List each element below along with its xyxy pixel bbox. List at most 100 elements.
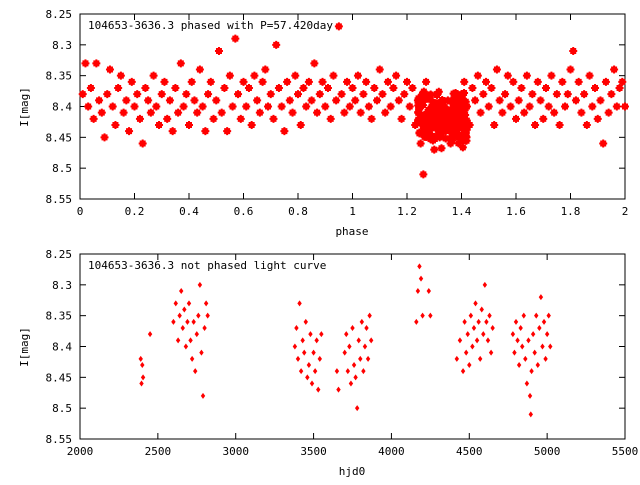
phased-xtick-label: 1.2 [397, 205, 417, 218]
light-curve-point [484, 318, 489, 325]
light-curve-point [528, 411, 533, 418]
light-curve-point [516, 362, 522, 368]
phased-point [416, 111, 425, 120]
phased-point [108, 102, 117, 111]
phased-point [373, 96, 382, 105]
phased-point [498, 108, 507, 117]
phased-point [459, 117, 468, 126]
light-curve-point [316, 386, 321, 393]
phased-point [419, 170, 428, 179]
light-curve-point [203, 300, 209, 307]
light-curve-ytick-label: 8.3 [52, 279, 72, 292]
phased-point [449, 89, 458, 98]
light-curve-points [138, 263, 553, 418]
light-curve-point [361, 368, 366, 375]
light-curve-point [182, 306, 187, 313]
phased-point [370, 84, 379, 92]
phased-point [621, 102, 629, 111]
light-curve-point [139, 380, 144, 387]
phased-point [163, 114, 172, 123]
phased-point [517, 84, 526, 92]
light-curve-point [171, 318, 176, 325]
phased-ytick-label: 8.4 [52, 101, 72, 114]
phased-point [458, 143, 467, 152]
phased-point [343, 77, 352, 86]
phased-point [615, 84, 624, 92]
phased-point [236, 114, 245, 123]
phased-point [247, 121, 256, 129]
light-curve-ytick-label: 8.45 [46, 371, 73, 384]
phased-point [92, 59, 101, 68]
light-curve-point [546, 312, 551, 319]
phased-point [116, 71, 125, 80]
phased-point [561, 102, 570, 111]
phased-point [490, 121, 499, 129]
phased-point [604, 108, 613, 117]
phased-point [359, 90, 368, 99]
phased-xtick-label: 0 [77, 205, 84, 218]
phased-point [612, 102, 621, 111]
phased-point [430, 135, 439, 144]
phased-point [86, 84, 95, 92]
light-curve-point [183, 343, 189, 350]
phased-point [168, 127, 177, 136]
light-curve-point [526, 337, 531, 344]
light-curve-point [420, 312, 425, 319]
light-curve-point [465, 331, 470, 338]
phased-point [495, 96, 504, 105]
phased-point [460, 89, 469, 98]
phased-point [315, 90, 324, 99]
phased-point [618, 77, 627, 86]
phased-point [97, 108, 106, 117]
light-curve-point [535, 362, 540, 368]
light-curve-point [512, 349, 517, 356]
phased-point [185, 121, 193, 129]
phased-point [501, 90, 510, 99]
phased-point [544, 102, 553, 111]
light-curve-point [457, 337, 463, 344]
phased-ytick-label: 8.25 [46, 8, 73, 21]
phased-point [555, 121, 564, 129]
phased-point [296, 121, 305, 129]
phased-point [225, 71, 234, 80]
phased-point [484, 102, 493, 111]
phased-point [81, 59, 90, 68]
light-curve-point [470, 343, 475, 350]
light-curve-point [140, 362, 145, 368]
phased-ytick-label: 8.45 [46, 131, 73, 144]
phased-point [476, 108, 485, 117]
light-curve-point [428, 312, 433, 319]
phased-point [571, 96, 580, 105]
phased-point [479, 90, 488, 99]
phased-point [520, 108, 529, 117]
light-curve-point [468, 312, 474, 319]
light-curve-point [196, 312, 201, 319]
phased-point [539, 114, 548, 123]
phased-point [285, 96, 294, 105]
phased-point [353, 71, 362, 80]
phased-point [244, 84, 253, 92]
light-curve-xtick-label: 3500 [300, 445, 327, 458]
phased-plot-ylabel: I[mag] [18, 87, 31, 127]
light-curve-point [353, 374, 358, 381]
phased-point [536, 96, 545, 105]
phased-point [473, 71, 482, 80]
phased-point [419, 87, 428, 96]
light-curve-point [476, 318, 481, 325]
phased-point [277, 102, 286, 111]
light-curve-point [485, 337, 491, 344]
light-curve-xtick-label: 5500 [612, 445, 639, 458]
phased-point [220, 84, 229, 92]
phased-point [125, 127, 134, 136]
light-curve-ytick-label: 8.4 [52, 341, 72, 354]
light-curve-point [479, 306, 484, 313]
phased-ytick-label: 8.35 [46, 70, 73, 83]
phased-point [408, 84, 417, 92]
light-curve-point [294, 325, 299, 331]
phased-point [187, 77, 196, 86]
phased-point [255, 108, 264, 117]
phased-point [599, 139, 608, 148]
light-curve-point [482, 281, 488, 288]
phased-point [541, 84, 550, 92]
